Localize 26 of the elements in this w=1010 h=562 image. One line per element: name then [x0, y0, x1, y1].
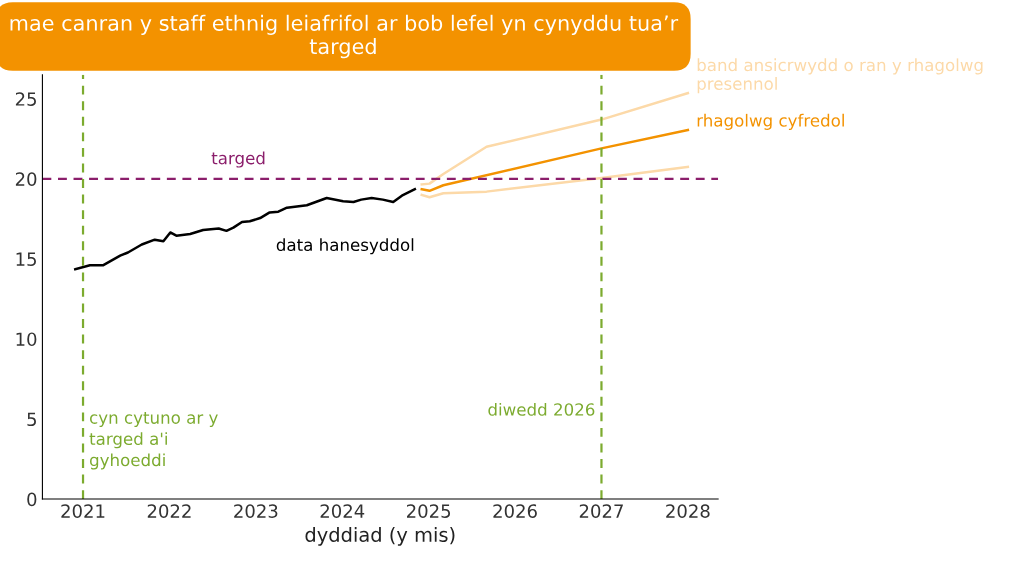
- ref-line-label: targed: [211, 151, 265, 168]
- series-label: band ansicrwydd o ran y rhagolwg presennol: [697, 58, 983, 94]
- y-tick-label: 0: [27, 492, 37, 507]
- line-series: [420, 91, 690, 186]
- x-tick-label: 2026: [493, 504, 537, 518]
- series-label: data hanesyddol: [276, 238, 414, 255]
- chart-title: mae canran y staff ethnig leiafrifol ar bob lefel yn cynyddu tua’r targed: [10, 14, 679, 59]
- x-tick-label: 2023: [234, 504, 278, 518]
- line-series: [420, 128, 690, 193]
- line-series: [74, 187, 417, 271]
- series-label: rhagolwg cyfredol: [697, 113, 844, 130]
- x-tick-label: 2025: [407, 504, 451, 518]
- x-tick-label: 2027: [579, 504, 623, 518]
- y-tick-label: 15: [16, 252, 36, 266]
- y-tick-label: 20: [15, 172, 37, 186]
- y-tick-label: 10: [16, 332, 37, 347]
- y-tick-label: 5: [27, 412, 36, 427]
- x-tick-label: 2028: [666, 504, 710, 518]
- ref-line-label: diwedd 2026: [488, 402, 595, 416]
- x-tick-label: 2024: [320, 504, 365, 518]
- x-axis-title: dyddiad (y mis): [305, 526, 455, 546]
- x-tick-label: 2021: [61, 504, 105, 518]
- line-series: [420, 165, 690, 199]
- ref-line-label: cyn cytuno ar y targed a'i gyhoeddi: [89, 411, 218, 470]
- x-tick-label: 2022: [147, 504, 191, 518]
- y-tick-label: 25: [15, 92, 36, 106]
